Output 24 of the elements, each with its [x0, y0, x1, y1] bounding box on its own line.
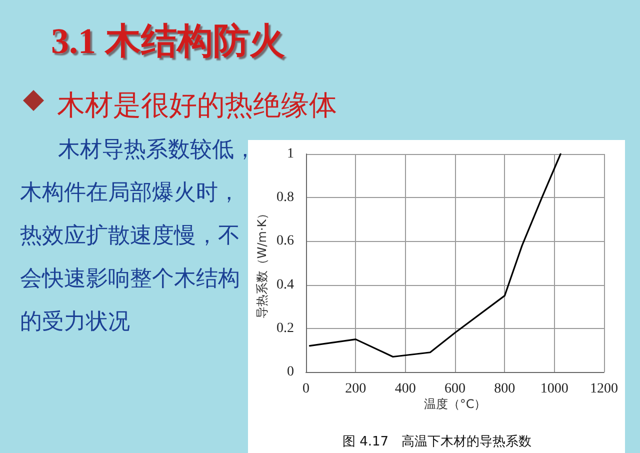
y-tick-label: 0.8 [276, 190, 294, 206]
x-axis-title: 温度（°C） [424, 397, 486, 411]
y-tick-label: 0.4 [276, 277, 294, 292]
y-tick-label: 1 [287, 146, 294, 162]
text: 木材导热系数较低， [58, 138, 256, 162]
x-tick-label: 800 [494, 382, 516, 396]
text: 热效应扩散速度慢，不 [20, 224, 240, 248]
line-series [308, 153, 562, 358]
y-tick-label: 0.2 [276, 320, 294, 336]
caption: 图 4.17 高温下木材的导热系数 [342, 434, 532, 450]
y-axis-title: 导热系数（W/m·K） [255, 207, 269, 319]
x-tick-label: 1000 [540, 382, 568, 396]
y-tick-label: 0.6 [276, 234, 294, 249]
chart-title: 3.1 木结构防火 [51, 21, 285, 61]
x-tick-label: 0 [302, 382, 310, 396]
text: 的受力状况 [20, 310, 130, 334]
text: 会快速影响整个木结构 [20, 266, 240, 292]
y-tick-label: 0 [287, 364, 294, 380]
x-tick-label: 1200 [590, 382, 618, 396]
x-tick-label: 600 [444, 382, 466, 396]
x-tick-label: 200 [345, 382, 366, 396]
text: 木构件在局部爆火时， [20, 180, 240, 206]
chart-subtitle: 木材是很好的热绝缘体 [57, 88, 337, 122]
x-tick-label: 400 [394, 382, 416, 396]
